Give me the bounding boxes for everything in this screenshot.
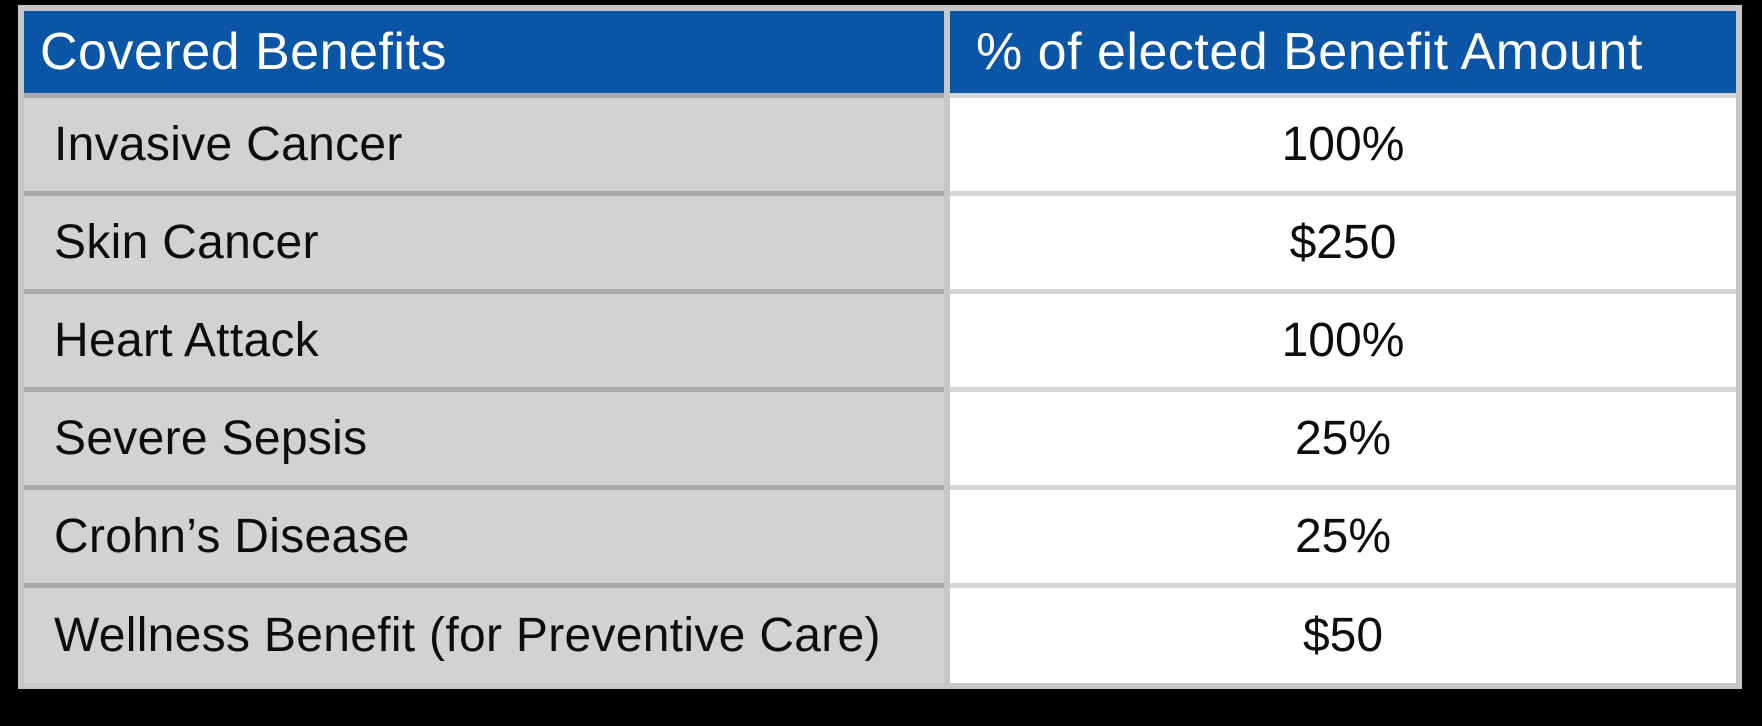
- table-row: Severe Sepsis 25%: [24, 392, 1736, 490]
- benefit-cell: Crohn’s Disease: [24, 490, 944, 588]
- header-cell-benefit-amount: % of elected Benefit Amount: [950, 11, 1736, 98]
- amount-cell: $50: [950, 588, 1736, 683]
- amount-cell: $250: [950, 196, 1736, 294]
- table-header-row: Covered Benefits % of elected Benefit Am…: [24, 11, 1736, 98]
- column-divider: [944, 490, 950, 588]
- benefit-cell: Heart Attack: [24, 294, 944, 392]
- amount-cell: 25%: [950, 490, 1736, 588]
- covered-benefits-table: Covered Benefits % of elected Benefit Am…: [18, 5, 1742, 689]
- amount-cell: 25%: [950, 392, 1736, 490]
- table-row: Invasive Cancer 100%: [24, 98, 1736, 196]
- column-divider: [944, 196, 950, 294]
- table-row: Crohn’s Disease 25%: [24, 490, 1736, 588]
- table-row: Skin Cancer $250: [24, 196, 1736, 294]
- header-cell-covered-benefits: Covered Benefits: [24, 11, 944, 98]
- column-divider: [944, 294, 950, 392]
- column-divider: [944, 98, 950, 196]
- benefit-cell: Skin Cancer: [24, 196, 944, 294]
- table-row: Wellness Benefit (for Preventive Care) $…: [24, 588, 1736, 683]
- amount-cell: 100%: [950, 294, 1736, 392]
- benefit-cell: Invasive Cancer: [24, 98, 944, 196]
- amount-cell: 100%: [950, 98, 1736, 196]
- benefit-cell: Severe Sepsis: [24, 392, 944, 490]
- benefit-cell: Wellness Benefit (for Preventive Care): [24, 588, 944, 683]
- column-divider: [944, 392, 950, 490]
- column-divider: [944, 588, 950, 683]
- table-row: Heart Attack 100%: [24, 294, 1736, 392]
- column-divider: [944, 11, 950, 98]
